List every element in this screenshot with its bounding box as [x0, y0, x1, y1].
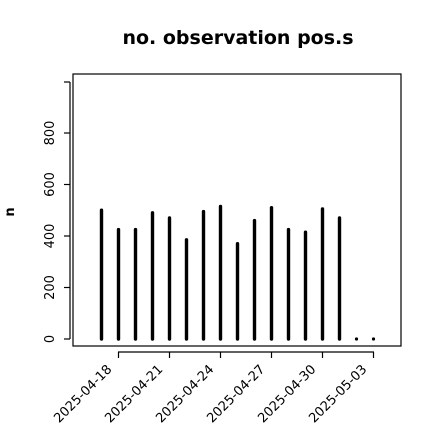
chart-title: no. observation pos.s	[122, 27, 353, 49]
y-tick-label: 200	[43, 275, 58, 300]
y-tick-label: 600	[43, 172, 58, 197]
y-tick-label: 800	[43, 121, 58, 146]
y-tick-label: 400	[43, 224, 58, 249]
plot-frame	[72, 73, 402, 347]
bars	[99, 204, 376, 341]
bar	[371, 337, 376, 341]
x-axis: 2025-04-182025-04-212025-04-242025-04-27…	[51, 351, 375, 426]
bar	[354, 337, 359, 341]
y-axis: 0 200 400 600 800	[43, 81, 71, 343]
y-tick-label: 0	[43, 335, 58, 343]
y-axis-label: n	[3, 207, 18, 216]
